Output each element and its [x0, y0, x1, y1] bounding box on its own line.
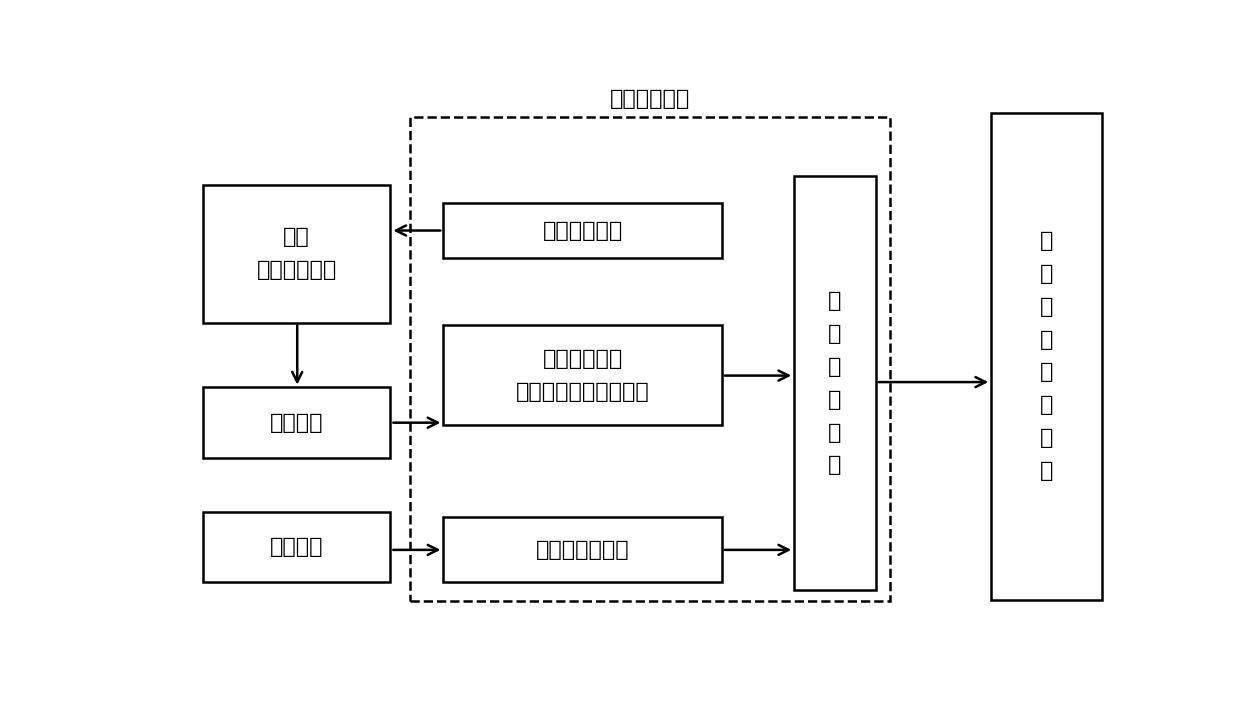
Bar	[444, 517, 722, 582]
Text: 光功率计数据
采集、处理、显示单元: 光功率计数据 采集、处理、显示单元	[516, 349, 650, 401]
Bar	[409, 117, 890, 601]
Bar	[203, 184, 391, 323]
Text: 待测设备: 待测设备	[270, 537, 324, 557]
Bar	[444, 325, 722, 425]
Bar	[794, 176, 875, 591]
Bar	[203, 387, 391, 458]
Text: 光功率计: 光功率计	[270, 413, 324, 432]
Text: 带
外
抑
制
能
力
评
价: 带 外 抑 制 能 力 评 价	[1039, 231, 1053, 481]
Text: 待测设备光子数: 待测设备光子数	[536, 540, 630, 560]
Text: 光源控制单元: 光源控制单元	[543, 221, 622, 240]
Text: 校
验
处
理
单
元: 校 验 处 理 单 元	[828, 292, 842, 475]
Text: 光源
内置太阳曲线: 光源 内置太阳曲线	[257, 227, 337, 280]
Bar	[444, 203, 722, 257]
Bar	[991, 112, 1101, 600]
Text: 计算控制系统: 计算控制系统	[610, 89, 689, 109]
Bar	[203, 512, 391, 582]
